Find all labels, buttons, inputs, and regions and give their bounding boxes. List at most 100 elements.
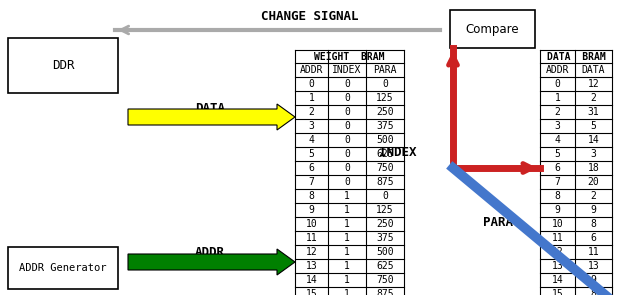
Text: 750: 750 — [376, 275, 394, 285]
Text: 875: 875 — [376, 177, 394, 187]
Text: 10: 10 — [306, 219, 318, 229]
Text: ADDR Generator: ADDR Generator — [19, 263, 107, 273]
Text: 2: 2 — [555, 107, 560, 117]
Text: 13: 13 — [587, 261, 599, 271]
Text: DDR: DDR — [52, 59, 74, 72]
Text: 5: 5 — [555, 149, 560, 159]
Text: 250: 250 — [376, 219, 394, 229]
Text: 1: 1 — [344, 289, 350, 295]
Text: 15: 15 — [552, 289, 564, 295]
Text: 0: 0 — [555, 79, 560, 89]
Text: CHANGE SIGNAL: CHANGE SIGNAL — [261, 10, 359, 23]
Bar — [450, 10, 535, 48]
Text: 1: 1 — [309, 93, 314, 103]
Text: 2: 2 — [591, 191, 596, 201]
Bar — [8, 38, 118, 93]
Text: 0: 0 — [344, 121, 350, 131]
Text: 1: 1 — [344, 247, 350, 257]
Text: 9: 9 — [591, 275, 596, 285]
Text: 5: 5 — [309, 149, 314, 159]
Text: 0: 0 — [344, 107, 350, 117]
Text: 11: 11 — [306, 233, 318, 243]
Text: 6: 6 — [555, 163, 560, 173]
Text: 0: 0 — [382, 79, 388, 89]
Text: 1: 1 — [344, 233, 350, 243]
Text: 750: 750 — [376, 163, 394, 173]
Text: 8: 8 — [591, 219, 596, 229]
Text: 13: 13 — [552, 261, 564, 271]
Text: 18: 18 — [587, 163, 599, 173]
Text: INDEX: INDEX — [332, 65, 362, 75]
Text: 1: 1 — [555, 93, 560, 103]
Text: 0: 0 — [344, 163, 350, 173]
Text: 1: 1 — [344, 275, 350, 285]
Text: 14: 14 — [587, 135, 599, 145]
Text: 625: 625 — [376, 261, 394, 271]
Text: 12: 12 — [587, 79, 599, 89]
Text: INDEX: INDEX — [379, 147, 417, 160]
Text: 6: 6 — [309, 163, 314, 173]
Text: 4: 4 — [309, 135, 314, 145]
Text: 7: 7 — [309, 177, 314, 187]
Text: 1: 1 — [344, 191, 350, 201]
Text: 250: 250 — [376, 107, 394, 117]
Text: 125: 125 — [376, 205, 394, 215]
Text: 1: 1 — [344, 261, 350, 271]
Text: 12: 12 — [552, 247, 564, 257]
Text: 7: 7 — [555, 177, 560, 187]
Text: 625: 625 — [376, 149, 394, 159]
Text: 0: 0 — [344, 177, 350, 187]
Text: 0: 0 — [344, 135, 350, 145]
Text: 125: 125 — [376, 93, 394, 103]
Polygon shape — [128, 249, 295, 275]
Text: 3: 3 — [591, 149, 596, 159]
Text: 0: 0 — [309, 79, 314, 89]
Text: 8: 8 — [309, 191, 314, 201]
Text: 1: 1 — [344, 219, 350, 229]
Text: 0: 0 — [382, 191, 388, 201]
Text: WEIGHT  BRAM: WEIGHT BRAM — [314, 52, 385, 61]
Text: 13: 13 — [306, 261, 318, 271]
Text: 15: 15 — [306, 289, 318, 295]
Text: ADDR: ADDR — [546, 65, 569, 75]
Text: ADDR: ADDR — [300, 65, 323, 75]
Polygon shape — [128, 104, 295, 130]
Text: 9: 9 — [555, 205, 560, 215]
Text: 11: 11 — [552, 233, 564, 243]
Text: 375: 375 — [376, 121, 394, 131]
Text: 1: 1 — [344, 205, 350, 215]
Text: 2: 2 — [309, 107, 314, 117]
Text: PARA: PARA — [483, 217, 513, 230]
Text: 0: 0 — [344, 79, 350, 89]
Text: 500: 500 — [376, 135, 394, 145]
Text: 0: 0 — [344, 93, 350, 103]
Text: 3: 3 — [309, 121, 314, 131]
Text: 12: 12 — [306, 247, 318, 257]
Text: 5: 5 — [591, 121, 596, 131]
Text: 875: 875 — [376, 289, 394, 295]
Text: 0: 0 — [344, 149, 350, 159]
Text: 8: 8 — [555, 191, 560, 201]
Text: 14: 14 — [306, 275, 318, 285]
Text: 14: 14 — [552, 275, 564, 285]
Text: 20: 20 — [587, 177, 599, 187]
Text: 375: 375 — [376, 233, 394, 243]
Text: 500: 500 — [376, 247, 394, 257]
Text: 2: 2 — [591, 93, 596, 103]
Text: 3: 3 — [555, 121, 560, 131]
Text: PARA: PARA — [373, 65, 397, 75]
Text: 6: 6 — [591, 233, 596, 243]
Text: 4: 4 — [555, 135, 560, 145]
Text: ADDR: ADDR — [195, 247, 225, 260]
Bar — [8, 247, 118, 289]
Text: Compare: Compare — [465, 22, 520, 35]
Text: 8: 8 — [591, 289, 596, 295]
Text: 9: 9 — [591, 205, 596, 215]
Text: DATA: DATA — [582, 65, 605, 75]
Text: 10: 10 — [552, 219, 564, 229]
Text: DATA: DATA — [195, 101, 225, 114]
Text: DATA  BRAM: DATA BRAM — [547, 52, 605, 61]
Text: 31: 31 — [587, 107, 599, 117]
Text: 11: 11 — [587, 247, 599, 257]
Text: 9: 9 — [309, 205, 314, 215]
